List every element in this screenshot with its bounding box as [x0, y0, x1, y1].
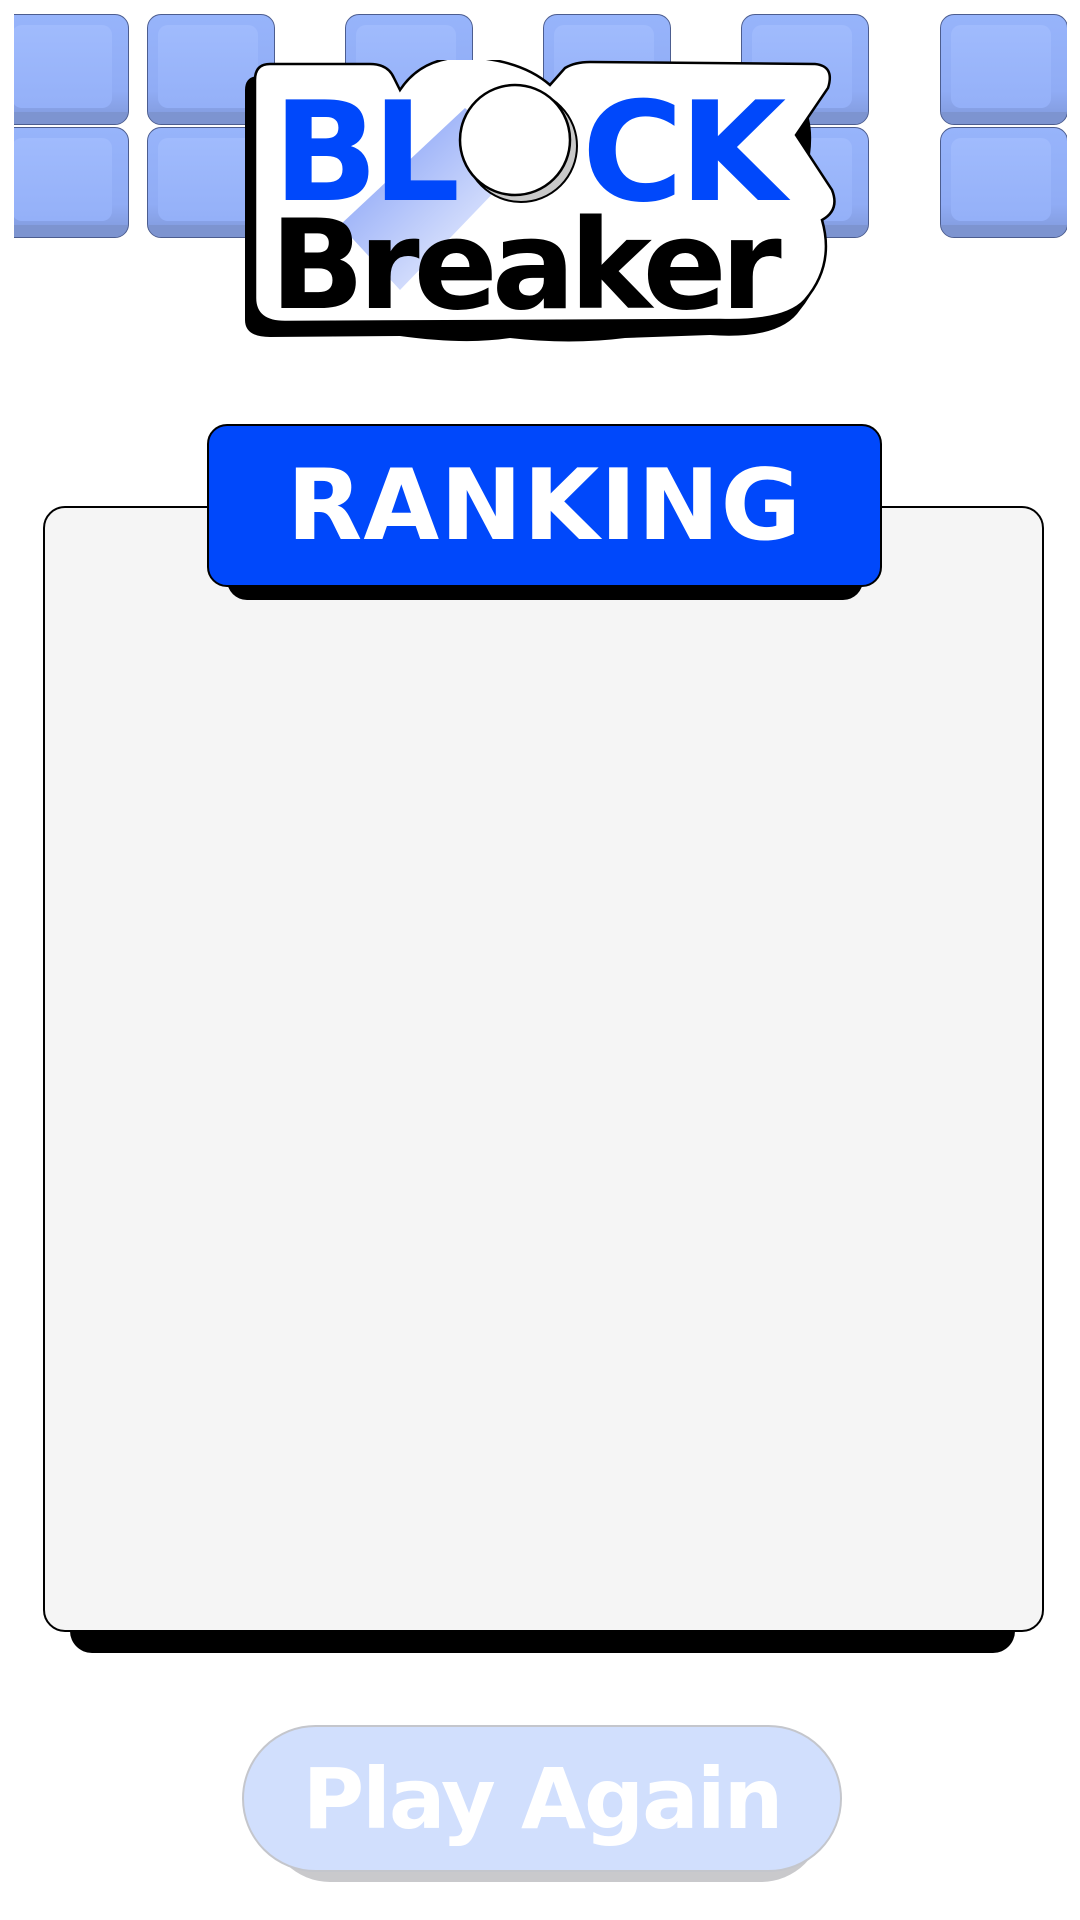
- ball-icon: [458, 83, 578, 203]
- play-again-button[interactable]: Play Again: [242, 1725, 842, 1872]
- logo-text-bl: BL: [273, 72, 457, 233]
- play-again-label: Play Again: [302, 1749, 784, 1848]
- logo-text-ck: CK: [582, 72, 791, 233]
- ranking-header: RANKING: [207, 424, 882, 587]
- brick-tile: [147, 127, 275, 238]
- ranking-panel: [43, 506, 1044, 1632]
- logo-text-breaker: Breaker: [270, 194, 782, 338]
- brick-tile: [14, 14, 129, 125]
- brick-tile: [14, 127, 129, 238]
- brick-tile: [940, 127, 1067, 238]
- logo-art: BL CK Breaker: [245, 60, 836, 342]
- brick-tile: [147, 14, 275, 125]
- ranking-title: RANKING: [286, 448, 803, 563]
- game-logo: BL CK Breaker: [240, 60, 840, 350]
- brick-tile: [940, 14, 1067, 125]
